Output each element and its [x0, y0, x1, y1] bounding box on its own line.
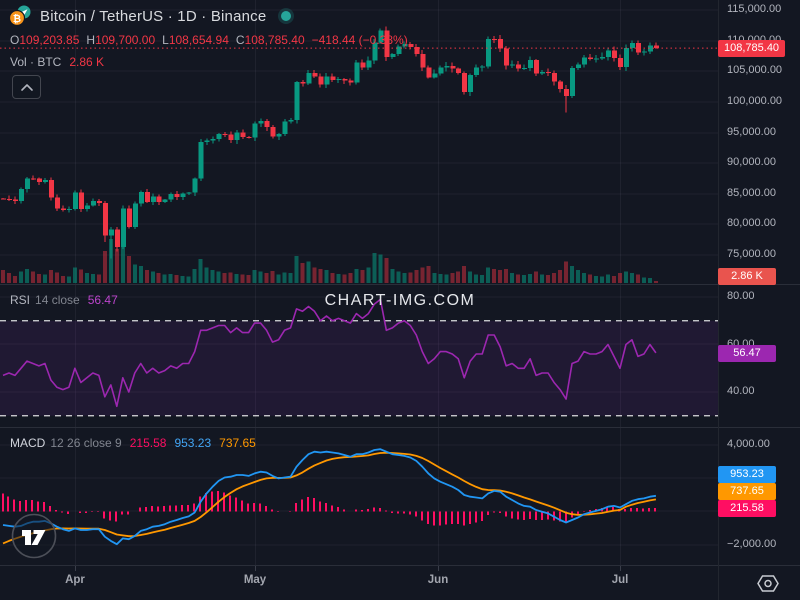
- price-tick-label: 95,000.00: [727, 125, 776, 138]
- volume-label: Vol · BTC: [10, 55, 62, 69]
- rsi-status-row[interactable]: RSI 14 close 56.47: [10, 293, 118, 307]
- rsi-value-badge: 56.47: [718, 344, 776, 362]
- axis-separator: [718, 0, 719, 600]
- price-tick-label: 105,000.00: [727, 64, 783, 77]
- time-tick-label-jul: Jul: [611, 574, 629, 586]
- ohlc-high-value: 109,700.00: [95, 33, 156, 47]
- ohlc-row: O109,203.85 H109,700.00 L108,654.94 C108,78…: [10, 33, 408, 47]
- ohlc-high-label: H: [86, 33, 96, 47]
- macd-tick-label: −2,000.00: [727, 538, 777, 551]
- macd-label: MACD: [10, 436, 46, 450]
- bitcoin-tether-pair-icon: ₿: [8, 5, 32, 27]
- ohlc-close-label: C: [235, 33, 245, 47]
- symbol-header: ₿ Bitcoin / TetherUS · 1D · Binance: [8, 5, 295, 27]
- rsi-tick-label: 40.00: [727, 385, 755, 397]
- ohlc-change-value: −418.44 (−0.38%): [311, 33, 408, 47]
- last-price-badge: 108,785.40: [718, 40, 786, 58]
- macd-params: 12 26 close 9: [50, 436, 122, 450]
- time-tick-label-jun: Jun: [427, 574, 449, 586]
- macd-signal-value: 737.65: [219, 436, 256, 450]
- macd-tick-label: 4,000.00: [727, 438, 770, 451]
- ohlc-open-label: O: [10, 33, 20, 47]
- ohlc-open-value: 109,203.85: [19, 33, 80, 47]
- symbol-title[interactable]: Bitcoin / TetherUS · 1D · Binance: [40, 7, 267, 25]
- macd-hist-badge: 215.58: [718, 500, 776, 518]
- macd-line-value: 953.23: [174, 436, 212, 450]
- market-status-dot: [278, 8, 295, 24]
- chart-img-logo-icon: [756, 574, 780, 598]
- rsi-params: 14 close: [35, 293, 80, 307]
- price-tick-label: 75,000.00: [727, 248, 776, 260]
- chart-img-watermark: CHART-IMG.COM: [324, 292, 476, 309]
- price-tick-label: 115,000.00: [727, 3, 782, 15]
- price-tick-label: 100,000.00: [727, 94, 783, 107]
- ohlc-close-value: 108,785.40: [244, 33, 305, 47]
- macd-signal-badge: 737.65: [718, 483, 776, 501]
- collapse-pane-button[interactable]: [12, 75, 41, 99]
- ohlc-low-label: L: [162, 33, 169, 47]
- time-tick-label-apr: Apr: [65, 574, 85, 586]
- rsi-value: 56.47: [87, 293, 118, 307]
- tradingview-logo-icon[interactable]: [11, 513, 57, 564]
- macd-value-badge: 953.23: [718, 466, 776, 484]
- volume-value: 2.86 K: [69, 55, 105, 69]
- time-axis[interactable]: Apr May Jun Jul: [0, 566, 718, 600]
- price-tick-label: 80,000.00: [727, 217, 776, 230]
- macd-hist-value: 215.58: [129, 436, 167, 450]
- price-tick-label: 90,000.00: [727, 156, 776, 169]
- volume-badge: 2.86 K: [718, 268, 776, 285]
- svg-text:₿: ₿: [13, 13, 21, 25]
- volume-row: Vol · BTC 2.86 K: [10, 55, 104, 69]
- price-axis[interactable]: 108,785.40 2.86 K 56.47 953.23 737.65 21…: [718, 0, 800, 600]
- time-tick-label-may: May: [243, 574, 267, 586]
- ohlc-low-value: 108,654.94: [168, 33, 229, 47]
- macd-status-row[interactable]: MACD 12 26 close 9 215.58 953.23 737.65: [10, 436, 256, 450]
- rsi-label: RSI: [10, 293, 31, 307]
- price-tick-label: 85,000.00: [727, 186, 776, 199]
- chevron-up-icon: [20, 84, 33, 91]
- rsi-tick-label: 80.00: [727, 290, 755, 302]
